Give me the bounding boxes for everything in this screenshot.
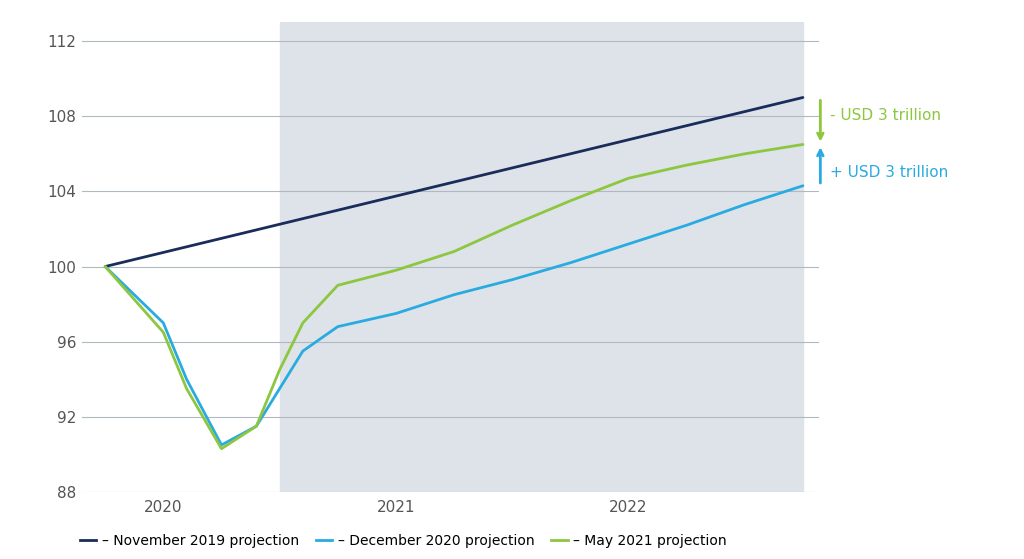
Text: - USD 3 trillion: - USD 3 trillion	[829, 108, 941, 123]
Legend: – November 2019 projection, – December 2020 projection, – May 2021 projection: – November 2019 projection, – December 2…	[74, 528, 732, 553]
Bar	[280, 22, 803, 492]
Text: + USD 3 trillion: + USD 3 trillion	[829, 165, 948, 180]
